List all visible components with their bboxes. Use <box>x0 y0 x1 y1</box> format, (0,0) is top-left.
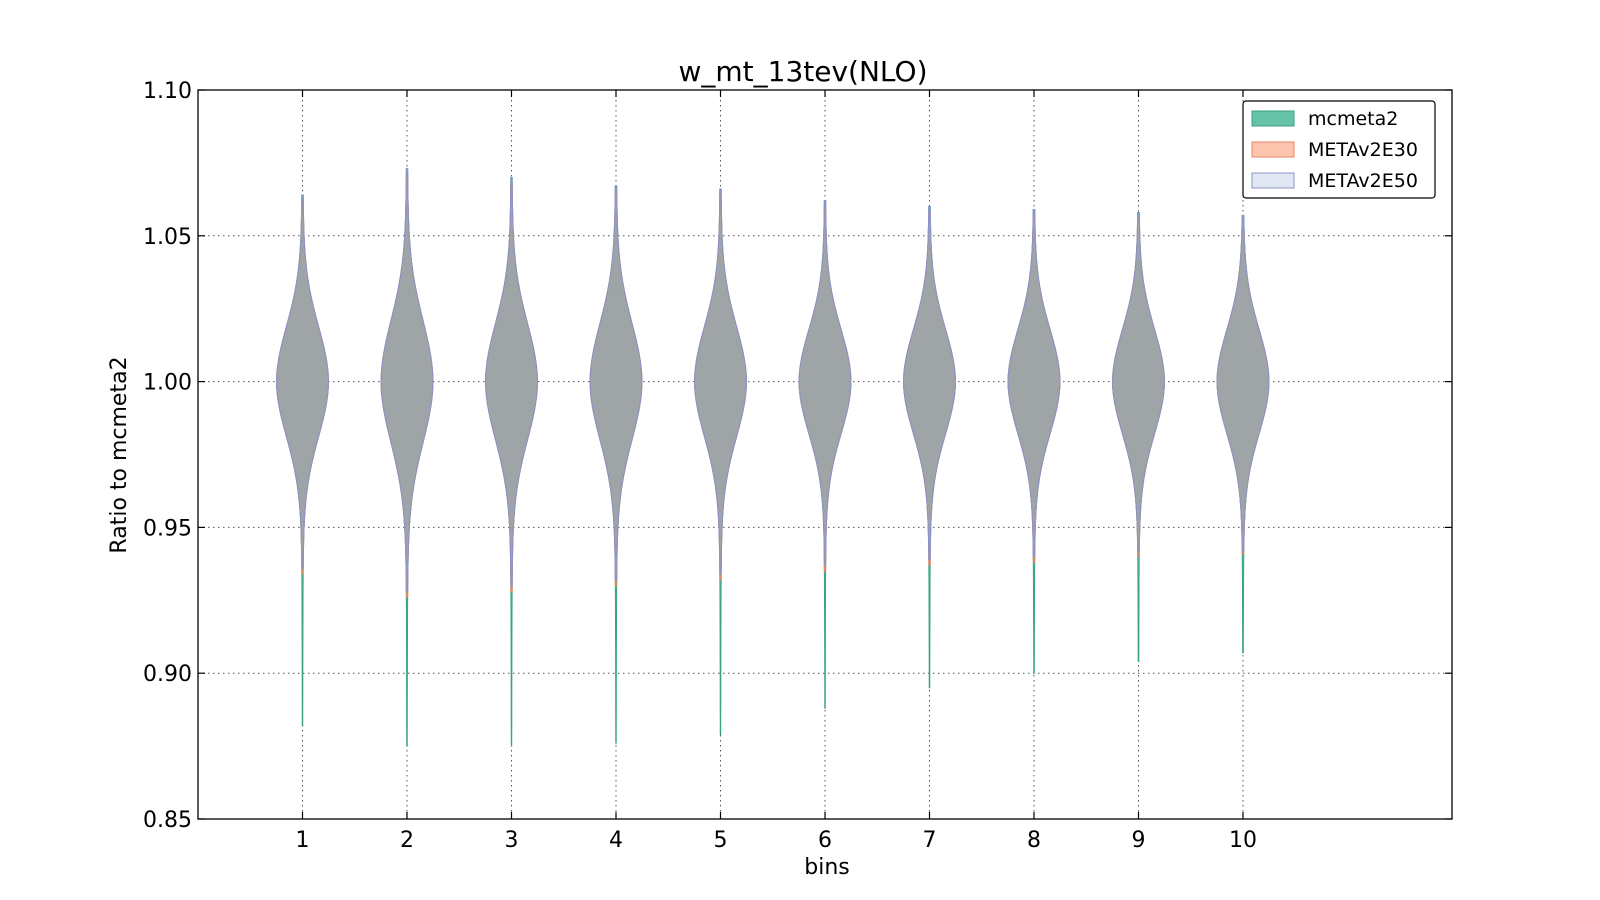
violin-group <box>484 176 539 747</box>
legend: mcmeta2 METAv2E30 METAv2E50 <box>1242 100 1436 199</box>
violin-METAv2E50 <box>693 188 748 575</box>
violin-METAv2E50 <box>589 185 643 581</box>
x-tick-label: 1 <box>296 828 310 853</box>
violin-group <box>380 168 434 747</box>
violin-METAv2E50 <box>1111 211 1166 552</box>
x-tick-label: 9 <box>1132 828 1146 853</box>
legend-swatch <box>1251 172 1295 189</box>
x-tick-label: 6 <box>818 828 832 853</box>
legend-swatch <box>1251 110 1295 127</box>
y-tick-label: 1.00 <box>143 371 192 396</box>
x-tick-label: 10 <box>1229 828 1257 853</box>
violin-METAv2E50 <box>1007 209 1061 558</box>
y-tick-label: 1.05 <box>143 225 192 250</box>
x-axis-label: bins <box>804 855 849 880</box>
y-axis-label: Ratio to mcmeta2 <box>107 356 132 553</box>
x-tick-label: 2 <box>400 828 414 853</box>
x-axis: 1 2 3 4 5 6 7 8 9 10 <box>296 90 1257 853</box>
y-tick-label: 0.90 <box>143 662 192 687</box>
legend-swatch <box>1251 141 1295 158</box>
violin-group <box>693 188 748 735</box>
y-tick-label: 0.85 <box>143 808 192 833</box>
y-axis: 0.85 0.90 0.95 1.00 1.05 1.10 <box>143 79 1452 833</box>
violin-group <box>1216 214 1270 654</box>
x-tick-label: 5 <box>714 828 728 853</box>
violin-group <box>903 206 956 689</box>
violin-METAv2E50 <box>380 168 434 593</box>
legend-label: METAv2E50 <box>1308 170 1418 192</box>
violin-METAv2E50 <box>798 200 852 566</box>
violins <box>275 168 1270 747</box>
violin-METAv2E50 <box>484 176 539 587</box>
violin-METAv2E50 <box>903 206 956 560</box>
x-tick-label: 4 <box>609 828 623 853</box>
y-tick-label: 0.95 <box>143 516 192 541</box>
violin-group <box>1111 211 1166 663</box>
violin-METAv2E50 <box>1216 214 1270 552</box>
legend-label: mcmeta2 <box>1308 108 1398 130</box>
x-tick-label: 3 <box>505 828 519 853</box>
violin-group <box>798 200 852 709</box>
legend-label: METAv2E30 <box>1308 139 1418 161</box>
violin-METAv2E50 <box>275 194 330 569</box>
x-tick-label: 8 <box>1027 828 1041 853</box>
x-tick-label: 7 <box>923 828 937 853</box>
violin-group <box>275 194 330 727</box>
y-tick-label: 1.10 <box>143 79 192 104</box>
chart-title: w_mt_13tev(NLO) <box>679 55 928 88</box>
violin-group <box>1007 209 1061 674</box>
violin-group <box>589 185 643 744</box>
